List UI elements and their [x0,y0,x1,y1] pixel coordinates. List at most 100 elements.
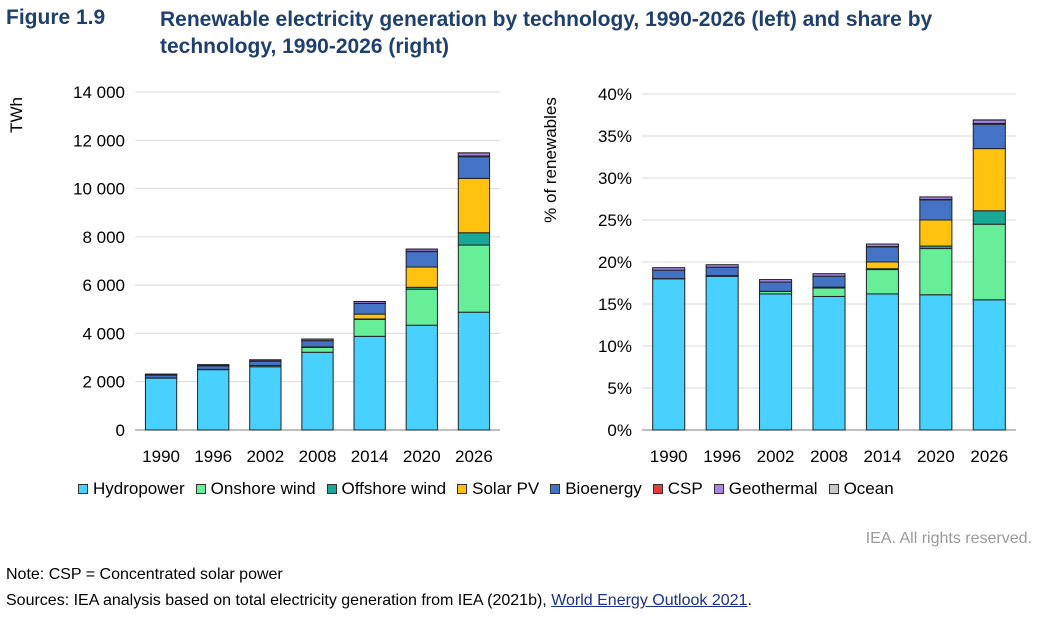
bar-segment-bioenergy [705,266,739,277]
legend-swatch [550,484,561,494]
note: Note: CSP = Concentrated solar power [6,566,283,583]
bar-segment-geothermal [919,196,953,200]
bar-segment-geothermal [759,279,793,283]
x-tick-label: 2002 [757,447,795,466]
y-tick-label: 20% [598,253,632,272]
figure-title: Renewable electricity generation by tech… [160,8,933,58]
y-tick-label: 6 000 [82,276,125,295]
bar-segment-solar-pv [865,261,899,270]
y-tick-label: 10 000 [73,180,125,199]
bar-segment-hydropower [457,311,491,431]
bar-segment-bioenergy [249,360,282,366]
x-tick-label: 1996 [194,447,232,466]
y-tick-label: 0 [116,421,125,440]
legend-swatch [652,484,663,494]
bar-segment-hydropower [405,324,438,431]
sources-link[interactable]: World Energy Outlook 2021 [551,592,748,609]
legend: Hydropower Onshore wind Offshore wind Solar… [78,479,905,499]
bar-segment-solar-pv [972,148,1006,212]
bar-segment-onshore-wind [812,287,846,297]
x-tick-label: 2014 [864,447,902,466]
y-tick-label: 12 000 [73,131,125,150]
bar-segment-hydropower [759,293,793,431]
bar-segment-solar-pv [405,266,438,288]
sources-suffix: . [747,592,752,609]
x-tick-label: 1990 [650,447,688,466]
y-tick-label: 4 000 [82,324,125,343]
bar-segment-hydropower [652,278,686,431]
bar-segment-geothermal [812,273,846,277]
charts-canvas: 0 2 000 4 000 6 000 8 000 10 000 12 000 14 000 T… [7,83,1016,466]
bar-segment-hydropower [249,366,282,431]
bar-segment-hydropower [972,299,1006,431]
bar-segment-hydropower [197,369,230,431]
y-tick-label: 10% [598,337,632,356]
y-tick-label: 25% [598,211,632,230]
legend-item-bioenergy: Bioenergy [550,479,642,499]
legend-label: Ocean [843,479,894,498]
legend-label: CSP [667,479,703,498]
bar-segment-bioenergy [457,156,491,179]
bar-segment-bioenergy [353,302,386,315]
y-tick-label: 40% [598,85,632,104]
bar-segment-bioenergy [759,281,793,292]
bar-segment-bioenergy [197,365,230,370]
y-tick-label: 2 000 [82,373,125,392]
legend-item-onshore-wind: Onshore wind [195,479,316,499]
bar-segment-onshore-wind [301,346,334,353]
sources-text: Sources: IEA analysis based on total ele… [6,592,552,609]
x-tick-label: 2008 [299,447,337,466]
y-tick-label: 0% [607,421,632,440]
rights-notice: IEA. All rights reserved. [865,530,1032,547]
bar-segment-offshore-wind [457,232,491,246]
bar-segment-onshore-wind [405,288,438,326]
x-tick-label: 2014 [351,447,389,466]
bar-segment-hydropower [301,351,334,431]
legend-item-csp: CSP [652,479,703,499]
legend-label: Solar PV [472,479,540,498]
bar-segment-hydropower [144,377,178,431]
y-tick-label: 30% [598,169,632,188]
legend-swatch [326,484,337,494]
legend-swatch [195,484,206,494]
x-tick-label: 2020 [403,447,441,466]
bar-segment-geothermal [865,243,899,248]
y-tick-label: 5% [607,379,632,398]
generation-chart: 0 2 000 4 000 6 000 8 000 10 000 12 000 14 000 T… [7,83,500,466]
legend-label: Hydropower [93,479,185,498]
legend-item-ocean: Ocean [828,479,894,499]
bar-segment-hydropower [812,295,846,431]
x-tick-label: 2008 [810,447,848,466]
bar-segment-bioenergy [405,251,438,268]
legend-label: Bioenergy [565,479,642,498]
legend-swatch [713,484,724,494]
legend-item-geothermal: Geothermal [713,479,818,499]
x-tick-label: 2002 [246,447,284,466]
sources: Sources: IEA analysis based on total ele… [6,592,752,610]
bar-segment-solar-pv [353,313,386,320]
bar-segment-hydropower [705,275,739,431]
legend-swatch [828,484,839,494]
bar-segment-solar-pv [919,219,953,247]
legend-label: Geothermal [728,479,818,498]
bar-segment-geothermal [972,119,1006,124]
bar-segment-hydropower [919,294,953,431]
legend-item-offshore-wind: Offshore wind [326,479,447,499]
bar-segment-hydropower [353,335,386,431]
bar-segment-bioenergy [652,269,686,280]
bar-segment-onshore-wind [919,248,953,296]
share-chart: 0% 5% 10% 15% 20% 25% 30% 35% 40% % of renewables… [541,85,1016,466]
y-tick-label: 8 000 [82,228,125,247]
y-axis-label: % of renewables [541,97,560,223]
bar-segment-geothermal [652,267,686,271]
bar-segment-bioenergy [865,246,899,263]
bar-segment-solar-pv [457,177,491,234]
x-tick-label: 2026 [970,447,1008,466]
y-tick-label: 35% [598,127,632,146]
x-tick-label: 2020 [917,447,955,466]
figure-number: Figure 1.9 [6,6,106,29]
legend-label: Offshore wind [341,479,447,498]
legend-item-hydropower: Hydropower [78,479,185,499]
y-tick-label: 14 000 [73,83,125,102]
bar-segment-bioenergy [812,275,846,288]
